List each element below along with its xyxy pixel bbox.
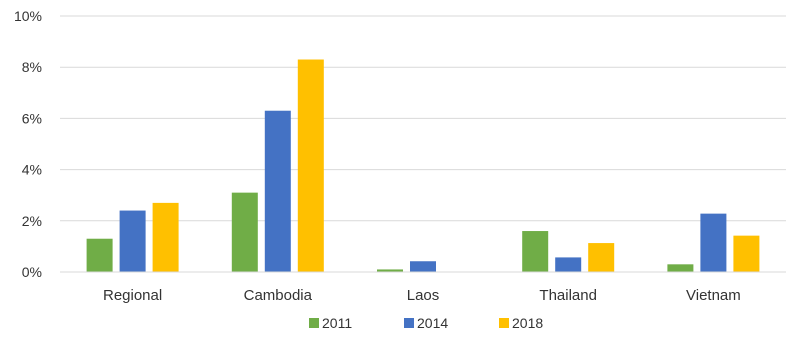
bar-laos-2014	[410, 261, 436, 272]
bar-vietnam-2018	[733, 235, 760, 272]
bars	[86, 59, 760, 272]
legend-swatch	[404, 318, 414, 328]
bar-vietnam-2011	[667, 264, 694, 272]
bar-regional-2018	[152, 202, 179, 272]
y-tick-label: 2%	[22, 213, 42, 229]
y-tick-label: 6%	[22, 110, 42, 126]
y-tick-label: 10%	[14, 8, 42, 24]
legend: 2011 2014 2018	[309, 315, 543, 331]
bar-regional-2011	[86, 238, 113, 272]
bar-thailand-2018	[588, 243, 615, 272]
bar-thailand-2011	[522, 231, 549, 272]
category-label: Cambodia	[244, 287, 313, 304]
category-labels: Regional Cambodia Laos Thailand Vietnam	[103, 287, 741, 304]
bar-regional-2014	[119, 210, 146, 272]
category-label: Regional	[103, 287, 162, 304]
bar-laos-2011	[377, 269, 403, 272]
y-tick-label: 0%	[22, 264, 42, 280]
gridlines	[60, 15, 786, 222]
legend-label: 2018	[512, 315, 543, 331]
y-axis-ticks: 0% 2% 4% 6% 8% 10%	[14, 8, 42, 280]
bar-cambodia-2018	[297, 59, 324, 272]
category-label: Laos	[407, 287, 440, 304]
bar-cambodia-2011	[231, 192, 258, 272]
category-label: Vietnam	[686, 287, 741, 304]
legend-label: 2011	[322, 315, 352, 331]
legend-label: 2014	[417, 315, 448, 331]
legend-swatch	[499, 318, 509, 328]
legend-swatch	[309, 318, 319, 328]
bar-thailand-2014	[555, 257, 582, 272]
bar-cambodia-2014	[264, 110, 291, 272]
category-label: Thailand	[539, 287, 597, 304]
y-tick-label: 4%	[22, 162, 42, 178]
bar-vietnam-2014	[700, 213, 727, 272]
y-tick-label: 8%	[22, 59, 42, 75]
